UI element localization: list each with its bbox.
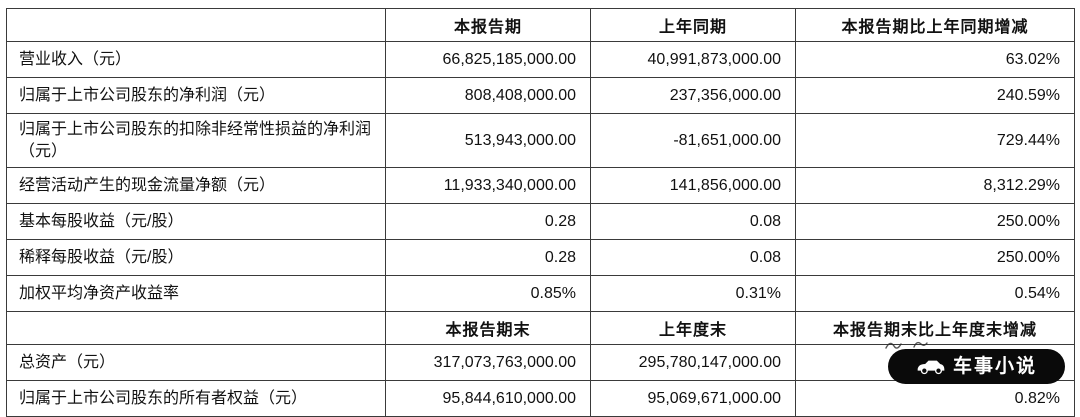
cell-change: 0.54%	[795, 275, 1075, 313]
cell-prior: 295,780,147,000.00	[590, 344, 796, 382]
row-label: 归属于上市公司股东的扣除非经常性损益的净利润（元）	[6, 112, 386, 169]
table-row: 总资产（元） 317,073,763,000.00 295,780,147,00…	[6, 344, 1075, 382]
cell-prior: -81,651,000.00	[590, 112, 796, 169]
cell-prior: 0.08	[590, 203, 796, 241]
table-row: 营业收入（元） 66,825,185,000.00 40,991,873,000…	[6, 41, 1075, 78]
header-empty	[6, 8, 386, 42]
cell-prior: 237,356,000.00	[590, 77, 796, 114]
cell-prior: 40,991,873,000.00	[590, 41, 796, 78]
cell-current: 513,943,000.00	[385, 112, 591, 169]
table-row: 归属于上市公司股东的扣除非经常性损益的净利润（元） 513,943,000.00…	[6, 112, 1075, 169]
cell-current: 66,825,185,000.00	[385, 41, 591, 78]
header-prior-year-end: 上年度末	[590, 311, 796, 346]
watermark-badge: 车事小说	[889, 350, 1064, 383]
financial-summary-table: 本报告期 上年同期 本报告期比上年同期增减 营业收入（元） 66,825,185…	[6, 8, 1075, 417]
cell-change: 250.00%	[795, 203, 1075, 241]
cell-change: 250.00%	[795, 239, 1075, 277]
cell-change: 729.44%	[795, 112, 1075, 169]
row-label: 营业收入（元）	[6, 41, 386, 78]
table-row: 归属于上市公司股东的所有者权益（元） 95,844,610,000.00 95,…	[6, 380, 1075, 417]
row-label: 总资产（元）	[6, 344, 386, 382]
row-label: 基本每股收益（元/股）	[6, 203, 386, 241]
header-change-period-end: 本报告期末比上年度末增减	[795, 311, 1075, 346]
table-row: 基本每股收益（元/股） 0.28 0.08 250.00%	[6, 203, 1075, 241]
car-icon	[917, 360, 945, 375]
table-header-row-period: 本报告期 上年同期 本报告期比上年同期增减	[6, 8, 1075, 42]
header-current-period-end: 本报告期末	[385, 311, 591, 346]
cell-change: 0.82%	[795, 380, 1075, 417]
table-row: 归属于上市公司股东的净利润（元） 808,408,000.00 237,356,…	[6, 77, 1075, 114]
cell-current: 11,933,340,000.00	[385, 167, 591, 205]
cell-prior: 0.31%	[590, 275, 796, 313]
header-prior-period: 上年同期	[590, 8, 796, 42]
table-row: 经营活动产生的现金流量净额（元） 11,933,340,000.00 141,8…	[6, 167, 1075, 205]
cell-change: 240.59%	[795, 77, 1075, 114]
cell-prior: 141,856,000.00	[590, 167, 796, 205]
cell-change: 63.02%	[795, 41, 1075, 78]
cell-prior: 95,069,671,000.00	[590, 380, 796, 417]
doodle-scribble	[885, 341, 928, 349]
table-row: 加权平均净资产收益率 0.85% 0.31% 0.54%	[6, 275, 1075, 313]
table-row: 稀释每股收益（元/股） 0.28 0.08 250.00%	[6, 239, 1075, 277]
row-label: 稀释每股收益（元/股）	[6, 239, 386, 277]
cell-current: 0.85%	[385, 275, 591, 313]
cell-change: 8,312.29%	[795, 167, 1075, 205]
cell-current: 808,408,000.00	[385, 77, 591, 114]
cell-prior: 0.08	[590, 239, 796, 277]
cell-current: 317,073,763,000.00	[385, 344, 591, 382]
row-label: 经营活动产生的现金流量净额（元）	[6, 167, 386, 205]
header-current-period: 本报告期	[385, 8, 591, 42]
table-header-row-period-end: 本报告期末 上年度末 本报告期末比上年度末增减	[6, 311, 1075, 346]
cell-current: 95,844,610,000.00	[385, 380, 591, 417]
watermark-label: 车事小说	[952, 356, 1037, 377]
row-label: 归属于上市公司股东的所有者权益（元）	[6, 380, 386, 417]
row-label: 归属于上市公司股东的净利润（元）	[6, 77, 386, 114]
cell-current: 0.28	[385, 239, 591, 277]
header-change-period: 本报告期比上年同期增减	[795, 8, 1075, 42]
header-empty	[6, 311, 386, 346]
row-label: 加权平均净资产收益率	[6, 275, 386, 313]
cell-current: 0.28	[385, 203, 591, 241]
